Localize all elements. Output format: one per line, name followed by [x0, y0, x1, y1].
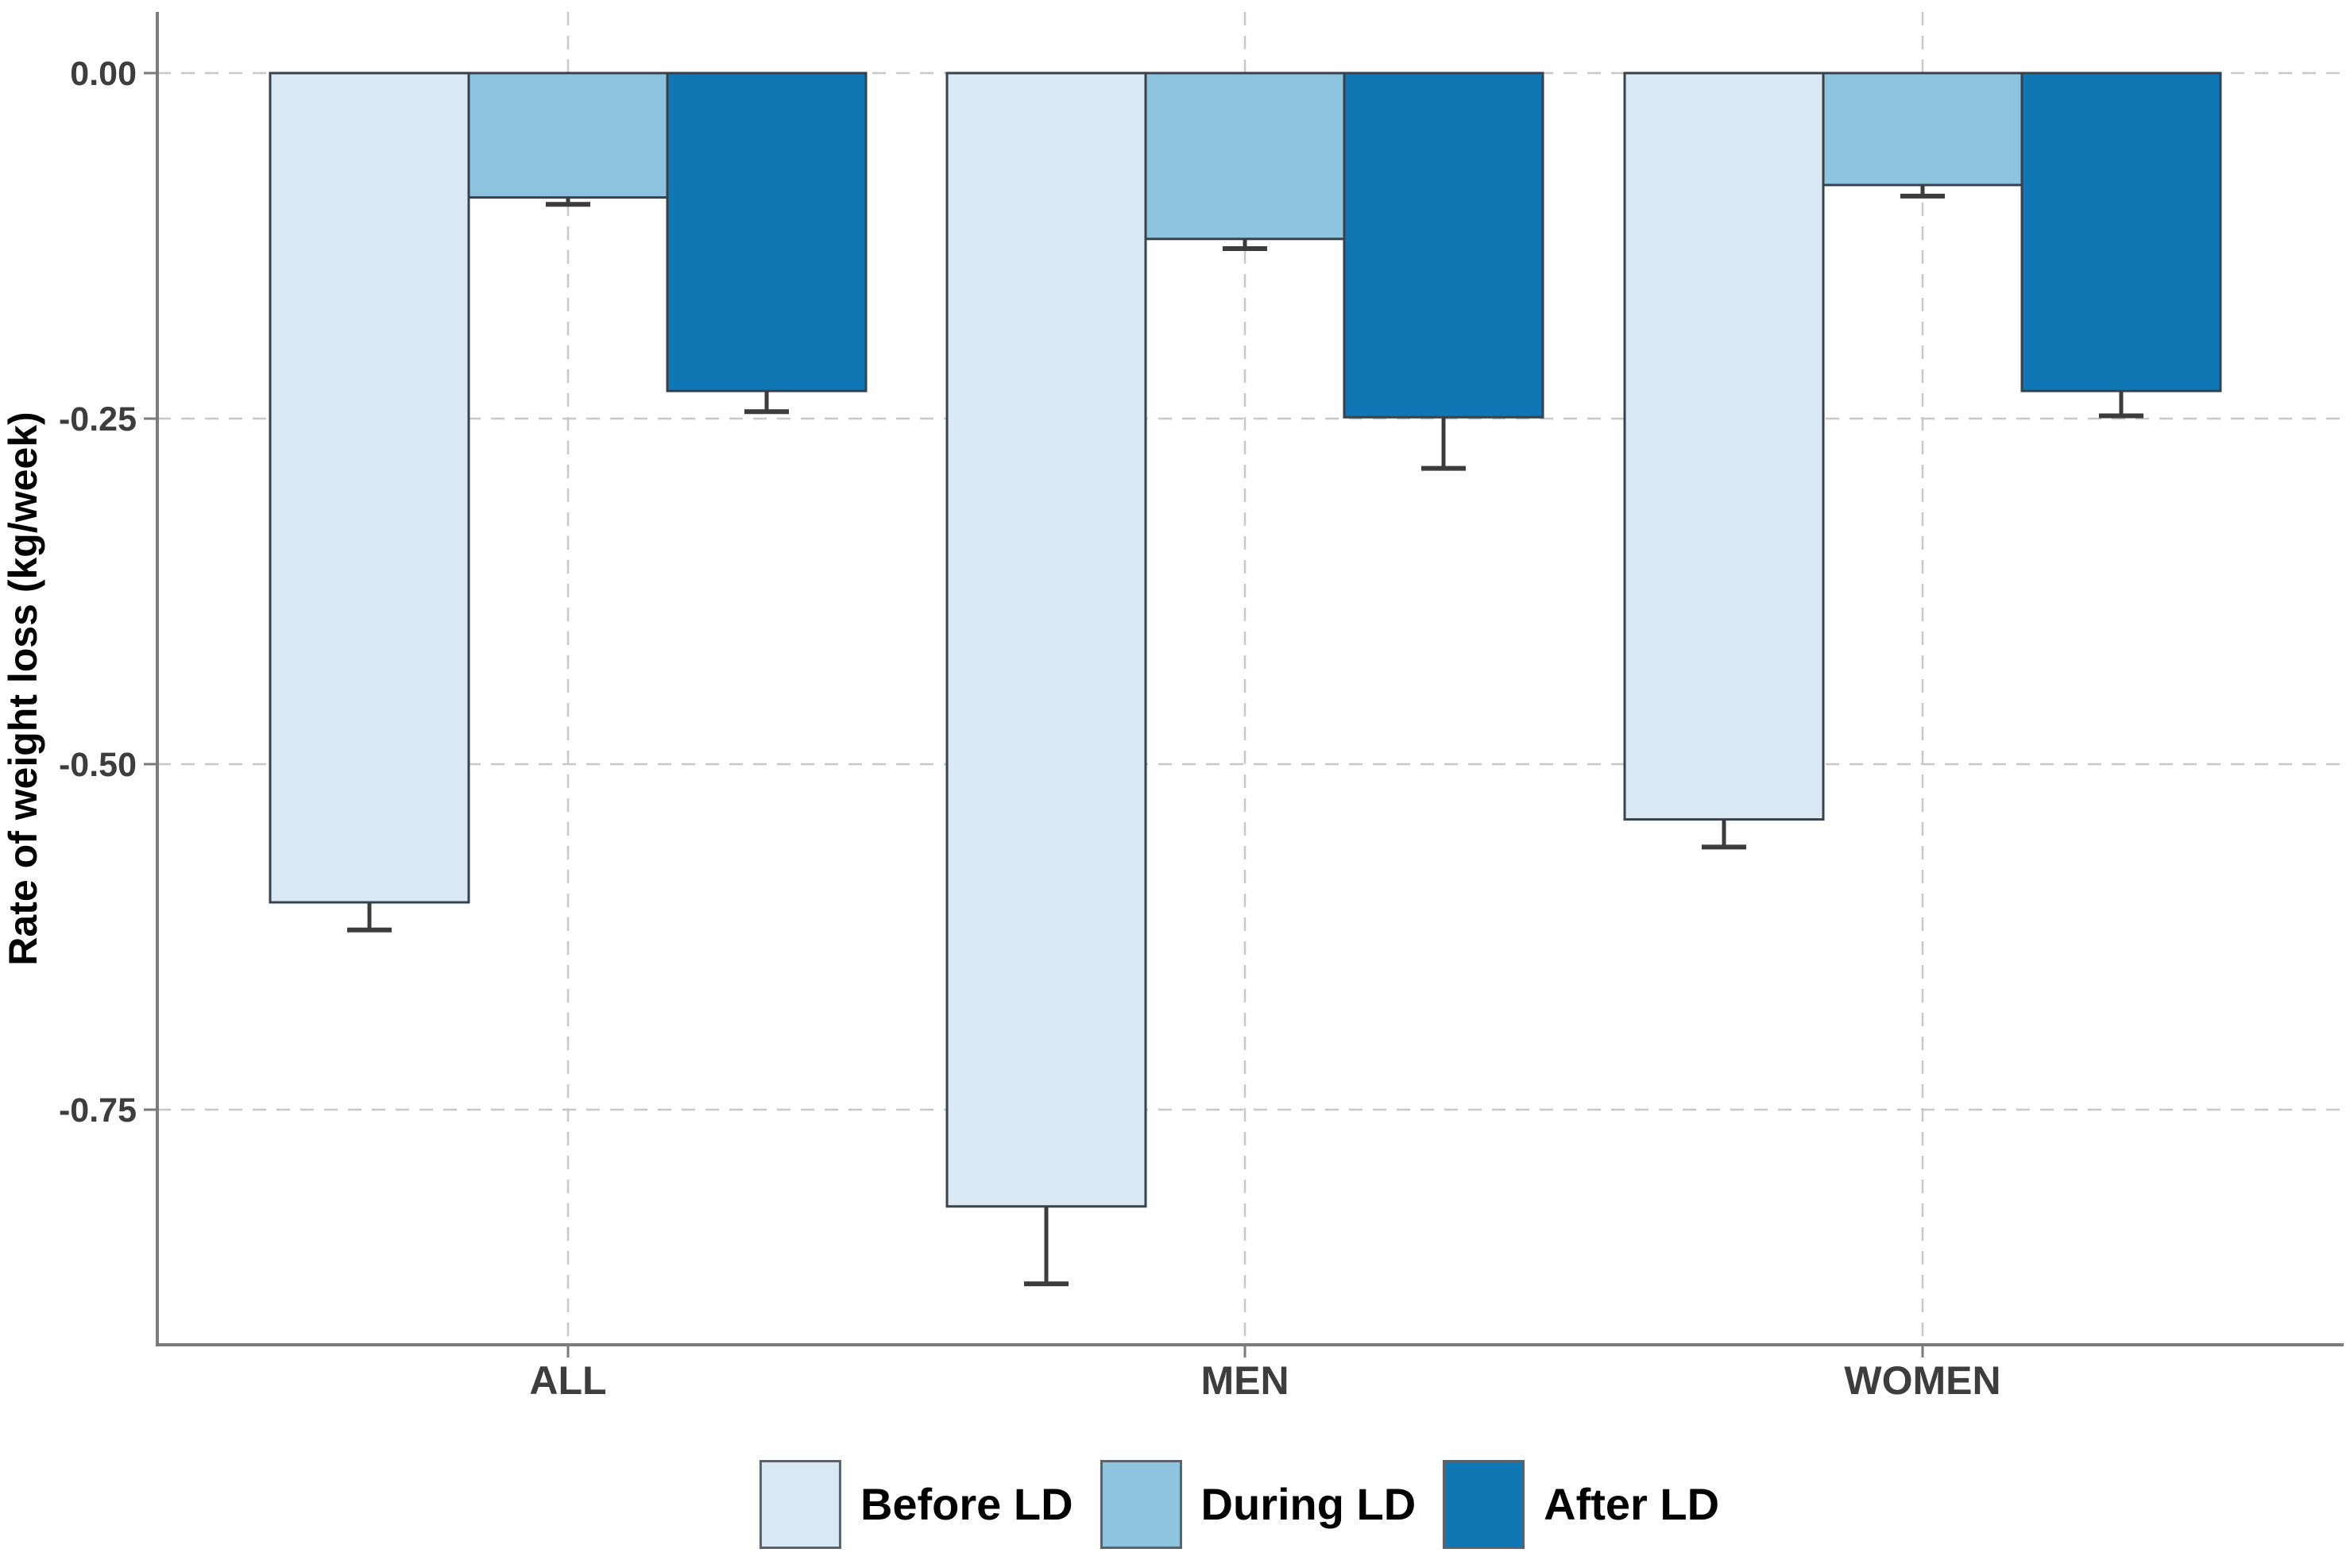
legend-item-during-ld: During LD: [1100, 1460, 1417, 1549]
x-category-label: ALL: [529, 1358, 606, 1403]
bar-after-ld-men: [1343, 71, 1544, 419]
axis-labels: 0.00 -0.25 -0.50 -0.75 ALL MEN WOMEN: [59, 55, 2001, 1403]
legend-swatch-before-ld: [759, 1460, 841, 1549]
y-tick-label: -0.50: [59, 746, 137, 784]
bar-before-ld-men: [945, 71, 1147, 1208]
y-tick-label: -0.25: [59, 400, 137, 438]
legend-swatch-after-ld: [1443, 1460, 1525, 1549]
x-category-label: WOMEN: [1844, 1358, 2000, 1403]
chart-legend: Before LD During LD After LD: [759, 1460, 1719, 1549]
y-tick-label: -0.75: [59, 1091, 137, 1130]
bar-after-ld-women: [2020, 71, 2222, 392]
legend-label-before-ld: Before LD: [860, 1479, 1073, 1529]
error-bars: [347, 184, 2143, 1287]
bar-before-ld-all: [269, 71, 470, 904]
bar-during-ld-all: [467, 71, 669, 199]
x-category-label: MEN: [1200, 1358, 1289, 1403]
bar-after-ld-all: [666, 71, 868, 392]
bar-during-ld-men: [1144, 71, 1346, 241]
legend-label-during-ld: During LD: [1200, 1479, 1417, 1529]
legend-item-before-ld: Before LD: [759, 1460, 1073, 1549]
bar-before-ld-women: [1623, 71, 1825, 821]
bar-during-ld-women: [1822, 71, 2023, 187]
axes: [144, 12, 2344, 1358]
bars: [269, 71, 2222, 1208]
legend-item-after-ld: After LD: [1443, 1460, 1719, 1549]
legend-label-after-ld: After LD: [1544, 1479, 1720, 1529]
legend-swatch-during-ld: [1100, 1460, 1182, 1549]
y-axis-title: Rate of weight loss (kg/week): [1, 411, 45, 965]
y-tick-label: 0.00: [70, 55, 137, 93]
